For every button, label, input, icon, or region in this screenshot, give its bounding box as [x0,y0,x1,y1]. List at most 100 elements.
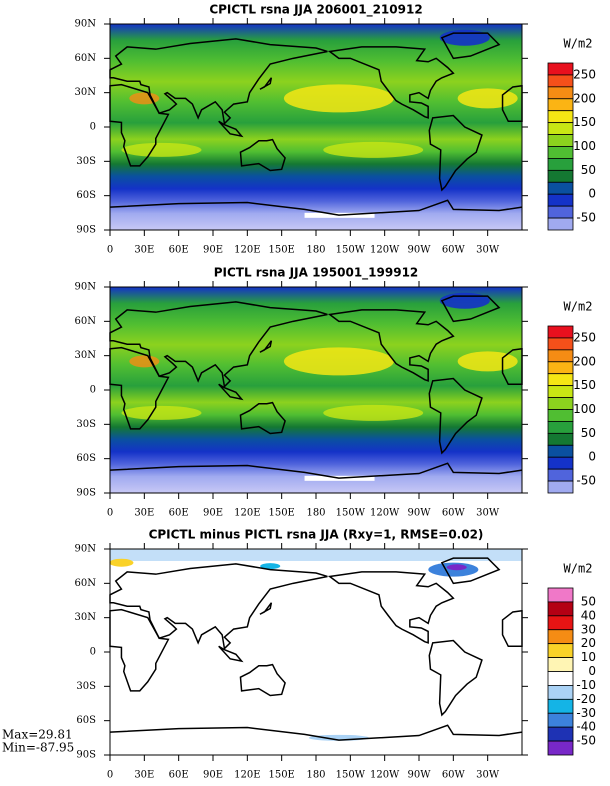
coastline [428,114,483,192]
field-high [283,84,394,113]
units: W/m2 [564,37,593,51]
lon-label: 150W [336,770,366,781]
min-label: Min=-87.95 [2,741,74,755]
lat-label: 60S [76,190,96,201]
colorbar-label: -50 [576,211,596,225]
colorbar-box [547,698,574,714]
coastline [109,38,328,126]
field-high [323,404,424,421]
field-high [121,405,202,420]
panel-title: PICTL rsna JJA 195001_199912 [214,266,419,281]
lat-label: 90N [75,544,97,555]
field-low [439,29,490,46]
coastline [109,199,523,216]
lat-label: 30N [75,350,97,361]
colorbar-label: -10 [576,678,596,692]
lon-label: 30W [476,508,500,519]
colorbar-box [547,158,574,171]
colorbar-box [547,671,574,686]
map-background [110,24,522,230]
colorbar-box [547,193,574,207]
lon-label: 90E [203,245,223,256]
colorbar-box [547,361,574,375]
coastline [259,602,273,615]
lon-label: 60W [442,245,466,256]
colorbar-label: 150 [573,378,596,392]
colorbar-box [547,181,574,195]
lon-label: 30E [134,770,154,781]
lat-label: 90S [76,488,96,499]
colorbar-label: -40 [576,720,596,734]
lat-label: 60N [75,53,97,64]
lon-label: 120E [234,770,260,781]
field-anom [110,549,522,561]
coastline [109,563,328,651]
colorbar-box [547,122,574,135]
lon-label: 60W [442,508,466,519]
colorbar-box [547,349,574,363]
lon-label: 150W [336,245,366,256]
colorbar-box [547,337,574,351]
lat-label: 0 [90,385,96,396]
colorbar-box [547,217,574,231]
field-anom [260,563,281,570]
lon-label: 30W [476,770,500,781]
colorbar-box [547,444,574,458]
colorbar-label: -20 [576,692,596,706]
coastline [440,557,501,585]
coastline [218,383,244,401]
lat-label: 90S [76,225,96,236]
coastline [440,32,501,60]
map-background [110,549,522,755]
lon-label: 180 [306,245,325,256]
colorbar-label: 150 [573,115,596,129]
lon-label: 60E [169,245,189,256]
lon-label: 150E [268,245,294,256]
colorbar-label: 100 [573,402,596,416]
coastline [259,340,273,353]
lon-label: 150E [268,770,294,781]
colorbar-box [547,740,574,756]
coastline [218,645,244,663]
lat-label: 30N [75,612,97,623]
units: W/m2 [564,300,593,314]
lon-label: 150W [336,508,366,519]
lon-label: 90W [407,245,431,256]
coastline [428,639,483,717]
coastline [109,724,523,741]
colorbar-label: 200 [573,91,596,105]
colorbar-label: 10 [581,650,596,664]
lat-label: 60S [76,453,96,464]
coastline [218,120,244,138]
colorbar-label: 200 [573,354,596,368]
colorbar-box [547,421,574,434]
lat-label: 0 [90,122,96,133]
lon-label: 120W [370,508,400,519]
coastline [259,77,273,90]
lon-label: 90W [407,508,431,519]
coastline [109,83,170,167]
lon-label: 90E [203,770,223,781]
units: W/m2 [564,562,593,576]
colorbar-box [547,62,574,76]
colorbar-box [547,456,574,470]
colorbar-box [547,86,574,100]
lon-label: 180 [306,770,325,781]
coastline [327,309,455,382]
field-anom [109,558,134,567]
colorbar-box [547,432,574,446]
colorbar-box [547,146,574,159]
colorbar-box [547,657,574,672]
map-background [110,287,522,493]
field-high [323,141,424,158]
lon-label: 120E [234,245,260,256]
lon-label: 60W [442,770,466,781]
max-label: Max=29.81 [2,728,73,742]
coastline [109,462,523,479]
colorbar-label: 0 [588,187,596,201]
colorbar-box [547,98,574,112]
colorbar-box [547,712,574,728]
lat-label: 30S [76,681,96,692]
coastline [428,377,483,455]
